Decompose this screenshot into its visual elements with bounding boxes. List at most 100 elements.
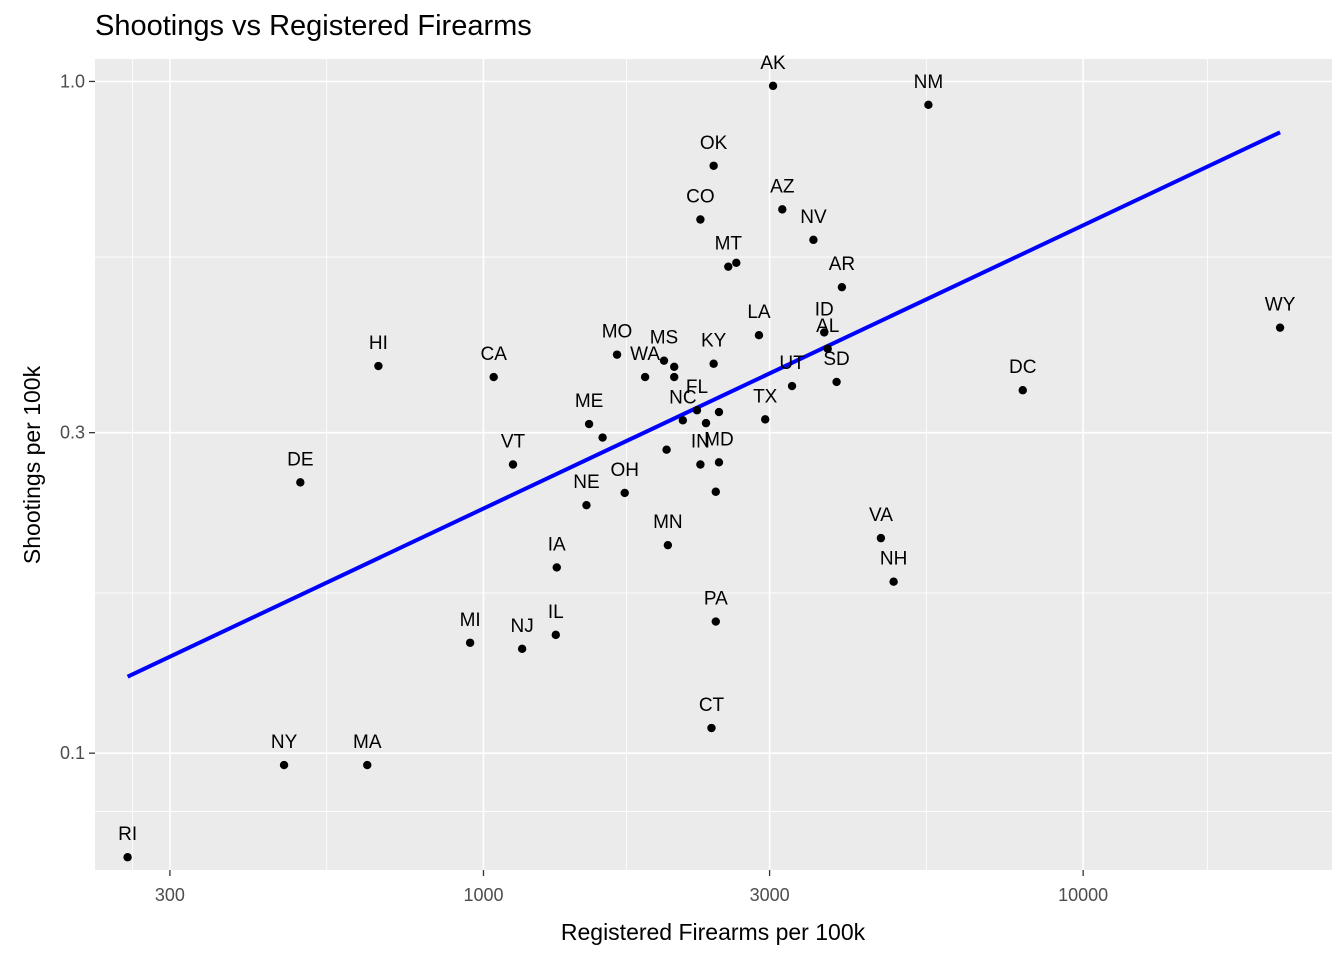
data-point [714,407,724,417]
point-label: AL [816,316,839,337]
y-tick-label: 1.0 [60,71,85,91]
data-point [924,100,933,110]
axis-ticks [89,80,1084,876]
data-point [584,419,594,429]
data-point [374,361,383,371]
plot-panel [95,59,1332,870]
data-point [711,617,720,626]
data-point [754,331,764,340]
data-point [489,372,498,382]
y-tick-label: 0.1 [60,743,85,763]
tick-labels: 300 1000 3000 10000 0.1 0.3 1.0 [60,71,1108,905]
point-label: SD [823,349,849,370]
point-label: WA [630,344,660,365]
data-point [663,540,673,550]
point-label: VT [501,431,526,452]
y-axis-title: Shootings per 100k [19,365,45,564]
data-point [640,372,650,382]
x-tick-label: 3000 [750,885,790,905]
point-label: CO [686,186,715,207]
point-label: MN [653,512,683,533]
point-label: NH [880,549,907,570]
point-label: ME [575,391,604,412]
data-point [678,416,688,425]
x-tick-label: 300 [155,885,185,905]
point-label: NV [800,207,827,228]
data-point [768,81,778,91]
data-point [724,262,733,271]
data-point [709,359,718,368]
point-label: RI [118,824,137,845]
point-label: MT [715,234,743,255]
data-point [823,344,832,353]
point-label: MO [602,322,633,343]
data-point [809,235,818,245]
point-label: VA [869,505,893,526]
data-point [778,205,787,214]
chart-title: Shootings vs Registered Firearms [95,10,532,42]
data-point [517,644,527,654]
data-point [709,161,718,170]
data-point [363,760,372,770]
data-point [761,415,770,424]
point-label: DE [287,449,313,470]
data-point [123,853,132,862]
data-point [787,381,797,391]
data-point [582,500,591,510]
point-label: IA [548,534,566,555]
point-label: IL [548,602,564,623]
point-label: MA [353,732,382,753]
x-tick-label: 10000 [1058,885,1108,905]
point-label: MI [460,610,481,631]
data-point [692,406,702,415]
data-point [296,478,305,487]
point-label: UT [779,353,805,374]
data-point [670,362,679,372]
data-point [707,723,716,733]
point-label: MD [704,429,734,450]
data-point [620,488,629,498]
point-label: KY [701,331,727,352]
y-tick-label: 0.3 [60,423,85,443]
point-label: DC [1009,357,1036,378]
point-label: NE [573,472,599,493]
data-point [1275,323,1285,332]
trend-line [126,130,1281,679]
point-label: NY [271,732,298,753]
data-point [1018,386,1027,395]
data-point [659,356,669,365]
point-label: ID [815,299,834,320]
point-label: FL [686,377,708,398]
point-label: OH [610,460,639,481]
data-point [696,460,705,469]
point-label: NC [669,387,696,408]
data-point [832,377,841,387]
trend-line-group [126,130,1281,679]
point-label: AR [829,254,855,275]
x-tick-label: 1000 [463,885,503,905]
point-label: NM [914,72,944,93]
point-label: CA [480,344,507,365]
major-gridlines [95,59,1332,870]
data-point [508,460,518,469]
point-label: CT [699,695,725,716]
point-label: AZ [770,176,795,197]
data-point [598,433,607,442]
data-point [465,638,475,647]
point-label: TX [753,386,778,407]
point-label: IN [691,431,710,452]
point-label: WY [1265,295,1296,316]
point-label: PA [704,589,728,610]
data-point [701,418,711,428]
data-point [551,630,560,640]
data-point [714,458,724,467]
point-label: NJ [511,616,534,637]
point-label: OK [700,133,728,154]
point-label: HI [369,333,388,354]
data-point [732,258,741,268]
data-point [552,563,561,572]
data-point [612,350,622,359]
data-point [670,372,679,382]
